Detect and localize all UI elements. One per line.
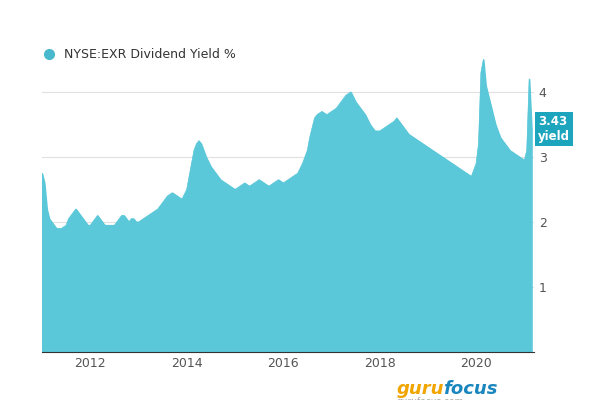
Text: NYSE:EXR Dividend Yield %: NYSE:EXR Dividend Yield % xyxy=(64,48,236,60)
Text: guru: guru xyxy=(396,380,444,398)
Text: 3.43
yield: 3.43 yield xyxy=(538,115,570,143)
Text: gurufocus.com: gurufocus.com xyxy=(396,397,463,400)
Text: focus: focus xyxy=(443,380,497,398)
